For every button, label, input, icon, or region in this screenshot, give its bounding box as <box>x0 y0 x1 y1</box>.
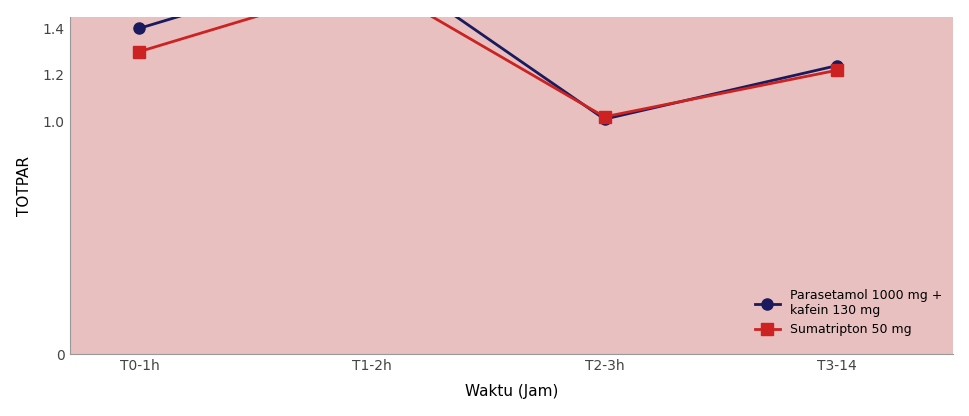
Legend: Parasetamol 1000 mg +
kafein 130 mg, Sumatripton 50 mg: Parasetamol 1000 mg + kafein 130 mg, Sum… <box>749 284 946 342</box>
X-axis label: Waktu (Jam): Waktu (Jam) <box>464 384 557 399</box>
Y-axis label: TOTPAR: TOTPAR <box>16 156 32 215</box>
